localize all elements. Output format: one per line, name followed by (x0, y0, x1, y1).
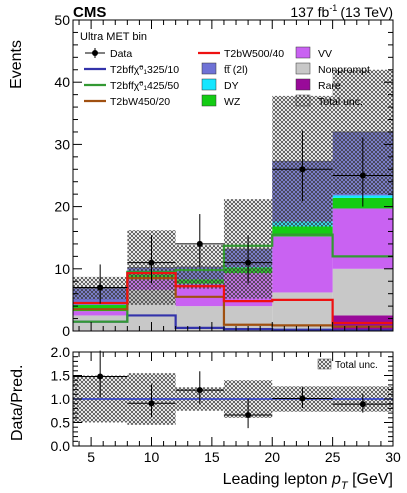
main-y-tick-label: 30 (54, 136, 70, 152)
ratio-y-tick-label: 0.0 (51, 438, 71, 454)
ratio-points (73, 350, 393, 429)
stack-bar-nonprompt (332, 268, 393, 316)
lumi-label: 137 fb-1 (13 TeV) (290, 3, 393, 20)
legend-label: T2bffχ̃⁰₁325/10 (110, 64, 179, 76)
main-y-axis: 0 10 20 30 40 50 (54, 12, 393, 339)
main-panel: 0 10 20 30 40 50 Ultra MET bin Events Data T2b… (8, 12, 394, 339)
data-point (148, 259, 155, 266)
legend-label: Total unc. (318, 96, 363, 108)
stack-bar-nonprompt (73, 315, 128, 331)
stack-bar-wz (73, 304, 128, 312)
data-point (359, 172, 366, 179)
ratio-legend-swatch (317, 358, 332, 370)
legend-label: Data (110, 48, 132, 60)
data-point (299, 166, 306, 173)
stack-bar-vv (175, 283, 224, 307)
main-x-axis (78, 20, 394, 331)
signal-line-t2bw500_40 (73, 272, 393, 325)
legend-marker-data (92, 50, 98, 56)
legend-label: WZ (224, 96, 241, 108)
legend-box-ttbar (201, 62, 217, 75)
main-y-tick-label: 20 (54, 199, 70, 215)
main-y-tick-label: 0 (62, 323, 70, 339)
stack-bar-vv (73, 311, 128, 316)
data-point (97, 284, 104, 291)
stack-bar-vv (332, 208, 393, 269)
ratio-panel: 0.0 0.5 1.0 1.5 2.0 5 10 15 20 25 30 Total unc. D… (9, 344, 401, 492)
stack-bar-vv (272, 236, 333, 293)
legend-box-rare (295, 78, 311, 91)
ratio-y-axis: 0.0 0.5 1.0 1.5 2.0 (51, 344, 393, 454)
ratio-x-tick-label: 5 (87, 449, 95, 465)
data-point (245, 259, 252, 266)
ratio-point (359, 401, 366, 408)
ratio-x-tick-label: 30 (385, 449, 401, 465)
ratio-point (148, 400, 155, 407)
bin-title: Ultra MET bin (80, 31, 147, 43)
legend-label: T2bffχ̃⁰₁425/50 (110, 80, 179, 92)
legend-box-nonprompt (295, 62, 311, 75)
legend-box-total-unc (295, 94, 311, 107)
main-y-tick-label: 50 (54, 12, 70, 28)
legend-label: tt̅ (2l) (224, 64, 248, 76)
ratio-x-axis: 5 10 15 20 25 30 (78, 352, 401, 465)
experiment-label: CMS (73, 4, 106, 21)
main-y-tick-label: 10 (54, 261, 70, 277)
ratio-y-tick-label: 0.5 (51, 415, 71, 431)
main-y-label: Events (8, 40, 25, 89)
legend-label: DY (224, 80, 239, 92)
legend-label: VV (318, 48, 332, 60)
stack-bar-wz (272, 226, 333, 237)
ratio-x-tick-label: 10 (144, 449, 160, 465)
legend-box-wz (201, 94, 217, 107)
legend-label: Rare (318, 80, 341, 92)
legend: Data T2bffχ̃⁰₁325/10 T2bffχ̃⁰₁425/50 T2bW45… (84, 46, 370, 108)
data-points (73, 130, 393, 304)
ratio-x-tick-label: 25 (325, 449, 341, 465)
ratio-point (299, 395, 306, 402)
ratio-legend-label: Total unc. (335, 360, 378, 371)
legend-box-dy (201, 78, 217, 91)
ratio-x-tick-label: 15 (204, 449, 220, 465)
stack-bar-nonprompt (272, 292, 333, 331)
legend-box-vv (295, 46, 311, 59)
main-frame (72, 19, 394, 332)
ratio-y-tick-label: 1.5 (51, 368, 71, 384)
ratio-y-label: Data/Pred. (9, 365, 26, 441)
ratio-point (245, 411, 252, 418)
data-point (196, 240, 203, 247)
x-axis-label: Leading lepton pT [GeV] (223, 471, 393, 492)
ratio-point (196, 387, 203, 394)
ratio-point (97, 373, 104, 380)
ratio-x-tick-label: 20 (264, 449, 280, 465)
ratio-y-tick-label: 1.0 (51, 391, 71, 407)
ratio-y-tick-label: 2.0 (51, 344, 71, 360)
main-y-tick-label: 40 (54, 74, 70, 90)
legend-label: Nonprompt (318, 64, 370, 76)
legend-label: T2bW450/20 (110, 96, 170, 108)
legend-label: T2bW500/40 (224, 48, 284, 60)
